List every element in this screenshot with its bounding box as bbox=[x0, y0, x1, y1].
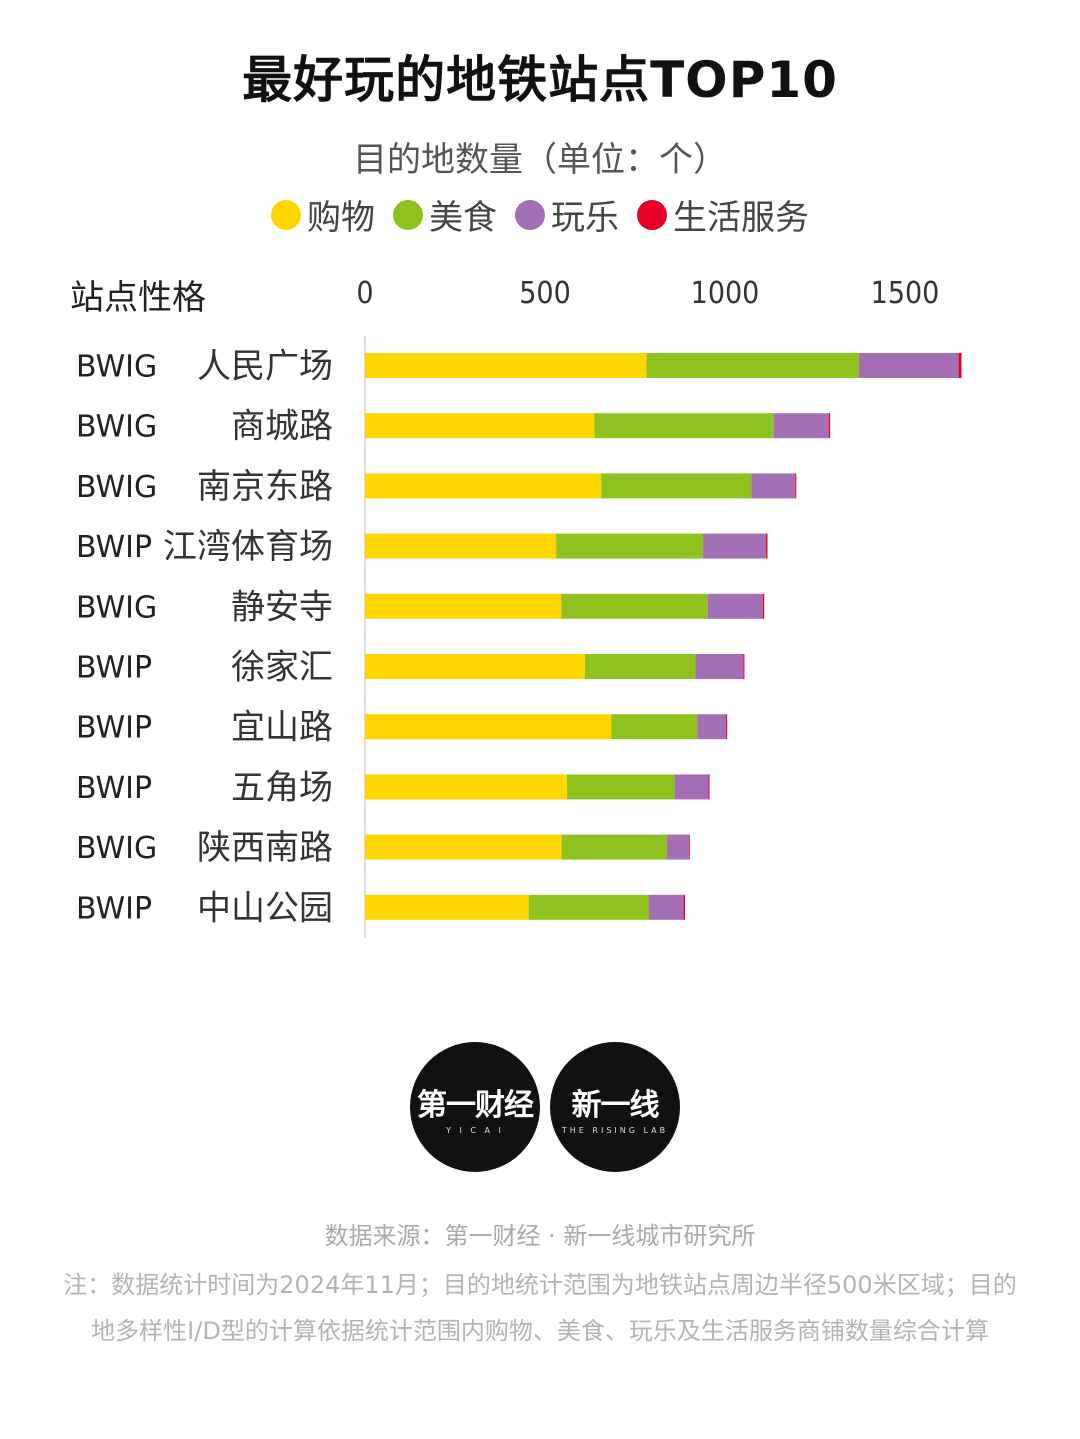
station-name-label: 江湾体育场 bbox=[163, 527, 333, 567]
station-name-label: 商城路 bbox=[231, 407, 333, 447]
bar-segment bbox=[697, 714, 727, 740]
bar-segment bbox=[766, 533, 768, 559]
bar-segment bbox=[528, 894, 650, 920]
bar-segment bbox=[611, 714, 698, 740]
bar-segment bbox=[365, 714, 612, 740]
station-type-label: BWIG bbox=[76, 470, 157, 505]
legend-label: 生活服务 bbox=[673, 198, 809, 238]
bar-segment bbox=[365, 894, 529, 920]
station-type-label: BWIP bbox=[76, 530, 152, 565]
bar-segment bbox=[958, 353, 962, 378]
x-tick-label: 1500 bbox=[871, 276, 940, 311]
station-type-label: BWIG bbox=[76, 831, 157, 866]
chart-title: 最好玩的地铁站点TOP10 bbox=[242, 51, 838, 109]
station-type-label: BWIP bbox=[76, 711, 152, 746]
bar-segment bbox=[683, 894, 686, 920]
station-name-label: 陕西南路 bbox=[197, 828, 333, 868]
legend-swatch bbox=[271, 199, 301, 230]
legend-label: 购物 bbox=[307, 198, 375, 238]
bar-segment bbox=[667, 834, 689, 860]
bar-segment bbox=[561, 834, 668, 860]
station-name-label: 宜山路 bbox=[231, 708, 333, 748]
legend-item: 美食 bbox=[393, 190, 497, 239]
bar-segment bbox=[743, 654, 745, 679]
bar-segment bbox=[566, 774, 675, 800]
x-tick-label: 500 bbox=[519, 276, 571, 311]
bar-segment bbox=[795, 473, 797, 499]
bar-segment bbox=[365, 834, 562, 860]
y-axis-title: 站点性格 bbox=[70, 278, 206, 318]
station-name-label: 五角场 bbox=[231, 768, 333, 808]
logos: 第一财经 Y I C A I 新一线 THE RISING LAB bbox=[410, 1042, 680, 1172]
bar-segment bbox=[365, 774, 567, 800]
bar-segment bbox=[707, 593, 763, 619]
bar-segment bbox=[703, 533, 767, 559]
bar-segment bbox=[365, 593, 562, 619]
bar-segment bbox=[674, 774, 709, 800]
x-tick-label: 0 bbox=[356, 276, 373, 311]
bar-segment bbox=[689, 834, 690, 860]
legend-label: 美食 bbox=[429, 198, 497, 238]
station-type-label: BWIG bbox=[76, 350, 157, 385]
legend-item: 生活服务 bbox=[637, 190, 809, 239]
bar-segment bbox=[365, 353, 647, 378]
bar-segment bbox=[365, 413, 595, 439]
bar-segment bbox=[762, 593, 765, 619]
bar-segment bbox=[365, 654, 585, 679]
chart-subtitle: 目的地数量（单位：个） bbox=[353, 140, 727, 180]
x-tick-label: 1000 bbox=[691, 276, 760, 311]
footnote: 注：数据统计时间为2024年11月；目的地统计范围为地铁站点周边半径500米区域… bbox=[63, 1271, 1017, 1345]
legend: 购物 美食 玩乐 生活服务 bbox=[0, 190, 1080, 239]
legend-label: 玩乐 bbox=[551, 198, 619, 238]
bar-segment bbox=[751, 473, 796, 499]
bar-segment bbox=[858, 353, 959, 378]
bar-segment bbox=[649, 894, 684, 920]
legend-swatch bbox=[637, 199, 667, 230]
station-name-label: 人民广场 bbox=[197, 347, 333, 387]
legend-item: 购物 bbox=[271, 190, 375, 239]
station-name-label: 中山公园 bbox=[197, 888, 333, 928]
bar-segment bbox=[594, 413, 774, 439]
data-source: 数据来源：第一财经 · 新一线城市研究所 bbox=[324, 1222, 756, 1250]
bar-segment bbox=[601, 473, 752, 499]
station-name-label: 静安寺 bbox=[231, 587, 333, 627]
legend-swatch bbox=[515, 199, 545, 230]
bar-segment bbox=[365, 473, 602, 499]
station-type-label: BWIG bbox=[76, 590, 157, 625]
station-name-label: 徐家汇 bbox=[231, 648, 333, 688]
station-type-label: BWIP bbox=[76, 891, 152, 926]
bar-segment bbox=[365, 533, 557, 559]
station-type-label: BWIP bbox=[76, 771, 152, 806]
bar-segment bbox=[708, 774, 710, 800]
station-type-label: BWIG bbox=[76, 410, 157, 445]
bar-segment bbox=[556, 533, 704, 559]
bar-segment bbox=[561, 593, 708, 619]
station-name-label: 南京东路 bbox=[197, 467, 333, 507]
bar-chart: 0 500 1000 1500 BWIG 人民广场 BWIG 商城路 BWIG 南京东路 BWIP 江… bbox=[76, 276, 962, 938]
bar-segment bbox=[828, 413, 831, 439]
bar-segment bbox=[773, 413, 829, 439]
bar-segment bbox=[584, 654, 696, 679]
bar-segment bbox=[726, 714, 728, 740]
legend-item: 玩乐 bbox=[515, 190, 619, 239]
bar-segment bbox=[646, 353, 859, 378]
bar-segment bbox=[695, 654, 744, 679]
station-type-label: BWIP bbox=[76, 651, 152, 686]
rising-lab-logo: 新一线 THE RISING LAB bbox=[550, 1042, 680, 1172]
yicai-logo: 第一财经 Y I C A I bbox=[410, 1042, 540, 1172]
legend-swatch bbox=[393, 199, 423, 230]
